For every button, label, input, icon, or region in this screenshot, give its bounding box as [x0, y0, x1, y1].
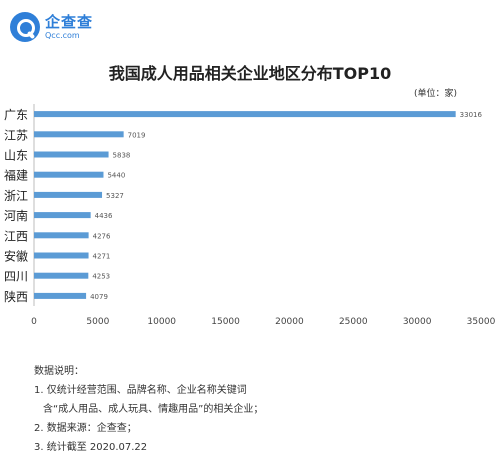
notes-line-2: 2. 数据来源：企查查； — [34, 423, 137, 434]
logo-text: 企查查 Qcc.com — [45, 12, 94, 40]
x-tick-label: 25000 — [339, 317, 368, 327]
x-tick-label: 20000 — [275, 317, 304, 327]
qcc-logo: 企查查 Qcc.com — [10, 12, 93, 42]
category-label: 江苏 — [4, 128, 28, 142]
category-label: 安徽 — [4, 249, 28, 264]
bar-7 — [34, 232, 89, 239]
notes-heading: 数据说明： — [34, 366, 84, 377]
x-tick-label: 30000 — [403, 317, 432, 327]
category-label: 广东 — [4, 108, 28, 122]
category-label: 河南 — [4, 208, 28, 223]
logo-name-cn: 企查查 — [45, 12, 94, 31]
unit-label: (单位：家) — [413, 89, 457, 99]
data-label: 5838 — [113, 152, 131, 160]
bar-4 — [34, 171, 104, 178]
category-label: 浙江 — [4, 189, 28, 203]
x-tick-label: 35000 — [467, 317, 496, 327]
x-tick-label: 0 — [31, 317, 37, 327]
data-label: 4436 — [95, 212, 113, 220]
bar-10 — [34, 292, 87, 299]
bar-6 — [34, 212, 91, 219]
bar-8 — [34, 252, 89, 259]
data-label: 5440 — [107, 172, 125, 180]
category-label: 福建 — [4, 168, 28, 183]
category-label: 江西 — [4, 229, 28, 243]
data-label: 4276 — [93, 232, 111, 240]
notes-line-3: 3. 统计截至 2020.07.22 — [34, 442, 148, 453]
data-label: 4253 — [92, 273, 110, 281]
category-label: 山东 — [4, 149, 28, 163]
bar-3 — [34, 151, 109, 158]
logo-name-en: Qcc.com — [45, 30, 80, 40]
x-tick-label: 15000 — [211, 317, 240, 327]
data-label: 5327 — [106, 192, 124, 200]
magnifier-logo-icon — [10, 12, 40, 42]
data-label: 4271 — [93, 253, 111, 261]
data-label: 4079 — [90, 293, 108, 301]
bar-1 — [34, 111, 456, 118]
data-label: 7019 — [128, 131, 146, 139]
x-tick-label: 10000 — [147, 317, 176, 327]
data-label: 33016 — [460, 111, 483, 119]
chart-title: 我国成人用品相关企业地区分布TOP10 — [108, 64, 392, 83]
bar-9 — [34, 272, 89, 279]
category-label: 陕西 — [4, 289, 28, 304]
notes-line-1b: 含“成人用品、成人玩具、情趣用品”的相关企业； — [43, 404, 264, 415]
data-notes: 数据说明： 1. 仅统计经营范围、品牌名称、企业名称关键词 含“成人用品、成人玩… — [34, 362, 263, 457]
bar-2 — [34, 131, 124, 138]
notes-line-1: 1. 仅统计经营范围、品牌名称、企业名称关键词 — [34, 385, 247, 396]
bar-5 — [34, 191, 103, 198]
category-label: 四川 — [4, 270, 28, 284]
x-tick-label: 5000 — [86, 317, 109, 327]
